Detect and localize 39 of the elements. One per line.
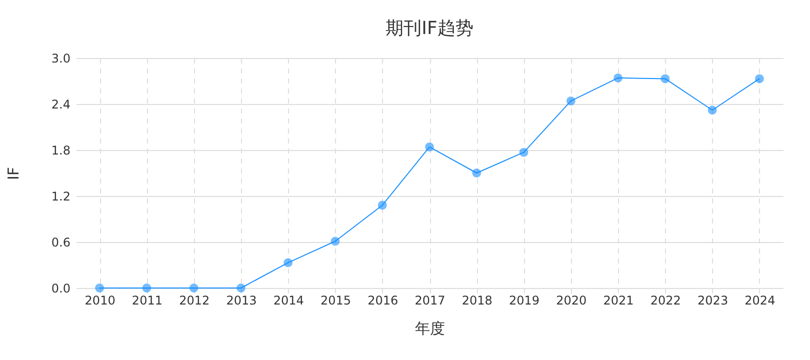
- point: [284, 258, 293, 268]
- point: [519, 148, 528, 157]
- x-tick-label: 2012: [179, 294, 210, 308]
- y-tick-label: 0.0: [51, 282, 70, 296]
- x-tick-label: 2017: [414, 294, 446, 308]
- point: [189, 284, 198, 292]
- x-tick-label: 2022: [650, 294, 681, 308]
- x-tick-label: 2014: [273, 294, 304, 308]
- point: [236, 284, 246, 292]
- point: [425, 142, 434, 152]
- point: [566, 96, 576, 106]
- x-tick-label: 2020: [556, 294, 587, 308]
- y-tick-label: 1.2: [51, 190, 70, 204]
- point: [330, 236, 340, 246]
- point: [660, 74, 670, 84]
- x-tick-label: 2019: [508, 294, 540, 308]
- point: [142, 284, 152, 292]
- point: [378, 200, 387, 210]
- x-tick-label: 2013: [226, 294, 257, 308]
- x-tick-label: 2024: [744, 294, 776, 308]
- y-tick-label: 0.6: [51, 236, 70, 250]
- point: [754, 74, 764, 84]
- x-tick-label: 2023: [698, 294, 728, 308]
- y-axis-title: IF: [4, 166, 22, 180]
- point: [95, 284, 104, 292]
- point: [472, 168, 482, 178]
- y-tick-label: 1.8: [51, 144, 70, 158]
- chart-title: 期刊IF趋势: [386, 18, 474, 39]
- point: [614, 73, 623, 82]
- x-tick-label: 2021: [603, 294, 634, 308]
- point: [708, 106, 717, 115]
- y-tick-label: 3.0: [51, 52, 70, 66]
- x-tick-label: 2010: [84, 294, 116, 308]
- x-tick-label: 2015: [320, 294, 352, 308]
- x-axis-title: 年度: [415, 320, 445, 338]
- x-tick-label: 2011: [132, 294, 162, 308]
- x-tick-label: 2016: [368, 294, 398, 308]
- x-tick-label: 2018: [462, 294, 492, 308]
- y-tick-label: 2.4: [51, 98, 70, 112]
